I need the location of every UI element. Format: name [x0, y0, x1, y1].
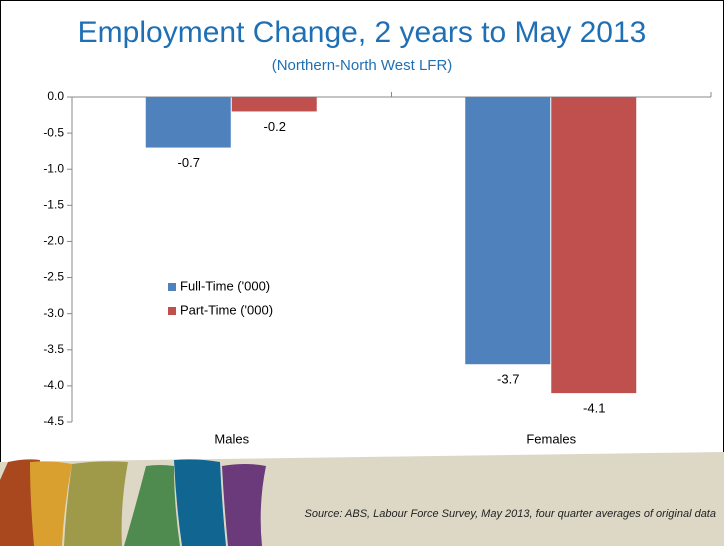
decoration — [222, 464, 266, 546]
decoration — [174, 459, 226, 546]
y-tick-label: -3.5 — [43, 342, 64, 356]
y-tick-label: -3.0 — [43, 306, 64, 320]
data-label: -0.7 — [178, 155, 200, 170]
legend-label: Full-Time ('000) — [180, 278, 270, 293]
legend-label: Part-Time ('000) — [180, 302, 273, 317]
y-tick-label: -1.5 — [43, 198, 64, 212]
bar — [551, 97, 636, 393]
bar — [232, 97, 317, 111]
slide: Employment Change, 2 years to May 2013 (… — [0, 0, 724, 546]
legend-swatch — [168, 307, 176, 315]
x-tick-label: Females — [526, 431, 576, 446]
bar — [465, 97, 550, 364]
chart: Employment Change, 2 years to May 2013 (… — [0, 0, 724, 546]
y-tick-label: -0.5 — [43, 125, 64, 139]
y-tick-label: -4.5 — [43, 414, 64, 428]
y-tick-label: -1.0 — [43, 161, 64, 175]
chart-subtitle: (Northern-North West LFR) — [272, 57, 453, 74]
y-tick-label: -4.0 — [43, 378, 64, 392]
data-label: -3.7 — [497, 372, 519, 387]
y-tick-label: 0.0 — [47, 89, 64, 103]
decoration — [64, 461, 128, 546]
source-note: Source: ABS, Labour Force Survey, May 20… — [300, 506, 716, 522]
x-tick-label: Males — [214, 431, 249, 446]
chart-title: Employment Change, 2 years to May 2013 — [78, 16, 647, 49]
data-label: -0.2 — [264, 119, 286, 134]
y-tick-label: -2.5 — [43, 270, 64, 284]
legend-swatch — [168, 283, 176, 291]
y-tick-label: -2.0 — [43, 234, 64, 248]
bar — [146, 97, 231, 148]
data-label: -4.1 — [583, 401, 605, 416]
